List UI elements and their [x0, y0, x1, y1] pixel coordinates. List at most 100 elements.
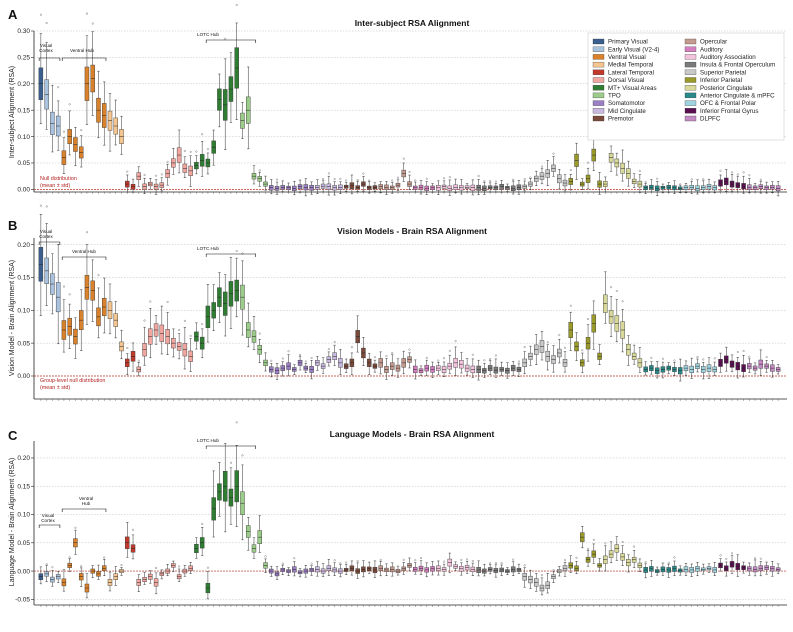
- legend-item: TPO: [592, 93, 621, 100]
- box-27: [188, 562, 193, 574]
- panel-label-c: C: [8, 428, 18, 443]
- box-65: [407, 557, 412, 572]
- box-79: [487, 358, 493, 375]
- region-bracket: [205, 253, 257, 257]
- box-106: [643, 180, 648, 194]
- box-119: [718, 554, 723, 572]
- box-94: [574, 556, 579, 574]
- box-outlier: [206, 566, 209, 569]
- box-outlier: [39, 204, 42, 207]
- box-25: [176, 329, 182, 360]
- box-126: [758, 178, 764, 194]
- box-16: [125, 347, 130, 376]
- box-53: [338, 177, 343, 194]
- box-87: [533, 573, 539, 592]
- box-94: [574, 142, 579, 180]
- box-105: [637, 169, 643, 193]
- box-121: [729, 552, 735, 574]
- box-16: [125, 522, 130, 558]
- box-23: [165, 564, 170, 577]
- box-3: [50, 84, 55, 153]
- box-outlier: [345, 561, 348, 564]
- legend-item: Early Visual (V2-4): [592, 46, 659, 53]
- legend-item: Opercular: [684, 39, 727, 46]
- box-59: [372, 356, 378, 373]
- box-34: [228, 257, 234, 329]
- legend-label: Premotor: [608, 116, 633, 123]
- box-outlier: [592, 538, 595, 541]
- box-outlier: [443, 357, 446, 360]
- box-21: [153, 567, 159, 595]
- box-128: [770, 181, 775, 194]
- box-outlier: [748, 174, 751, 177]
- legend-swatch: [684, 100, 697, 106]
- box-96: [585, 318, 591, 362]
- box-114: [689, 178, 694, 194]
- box-7: [73, 317, 78, 359]
- box-outlier: [483, 359, 486, 362]
- legend-label: TPO: [608, 93, 621, 100]
- box-100: [608, 286, 614, 337]
- legend-item: Ventral Visual: [592, 54, 646, 61]
- box-87: [533, 170, 539, 186]
- box-85: [522, 346, 527, 375]
- box-80: [493, 562, 499, 578]
- box-48: [309, 562, 314, 576]
- box-82: [505, 362, 510, 379]
- box-outlier: [448, 176, 451, 179]
- box-2: [44, 21, 49, 130]
- box-outlier: [604, 542, 607, 545]
- box-117: [706, 563, 712, 573]
- box-60: [378, 558, 383, 577]
- box-85: [522, 178, 527, 192]
- box-79: [487, 180, 493, 193]
- y-tick-label: 0.05: [17, 540, 30, 547]
- box-90: [551, 152, 556, 177]
- box-115: [695, 562, 700, 577]
- box-17: [130, 528, 136, 560]
- box-outlier: [350, 346, 353, 349]
- legend-item: Inferior Parietal: [684, 77, 742, 84]
- box-119: [718, 169, 723, 192]
- region-bracket: [61, 508, 107, 512]
- box-116: [701, 563, 706, 575]
- box-94: [574, 332, 579, 361]
- box-44: [286, 350, 291, 377]
- box-11: [96, 274, 101, 339]
- legend-item: DLPFC: [684, 116, 721, 123]
- box-outlier: [166, 300, 169, 303]
- box-27: [188, 334, 193, 372]
- legend-label: Early Visual (V2-4): [608, 46, 659, 53]
- box-outlier: [155, 174, 158, 177]
- box-outlier: [45, 205, 48, 208]
- box-outlier: [362, 172, 365, 175]
- box-19: [142, 319, 147, 366]
- legend-item: Auditory Association: [684, 54, 756, 61]
- box-20: [148, 178, 153, 190]
- box-outlier: [736, 351, 739, 354]
- legend-item: Lateral Temporal: [592, 69, 654, 76]
- box-62: [390, 179, 395, 194]
- y-tick-label: 0.10: [17, 512, 30, 519]
- box-71: [441, 357, 447, 377]
- panel-a-null-label-2: (mean ± std): [40, 183, 70, 189]
- legend-swatch: [684, 108, 697, 114]
- box-2: [44, 563, 49, 582]
- box-outlier: [391, 352, 394, 355]
- box-103: [626, 335, 631, 366]
- legend-swatch: [592, 115, 605, 122]
- box-outlier: [339, 562, 342, 565]
- box-1: [38, 13, 44, 125]
- box-outlier: [759, 178, 762, 181]
- box-outlier: [310, 562, 313, 565]
- box-17: [130, 178, 136, 193]
- box-outlier: [759, 557, 762, 560]
- box-9: [84, 573, 90, 599]
- box-111: [672, 359, 677, 376]
- box-95: [580, 178, 585, 190]
- box-105: [637, 347, 643, 373]
- box-32: [217, 462, 222, 517]
- box-outlier: [483, 179, 486, 182]
- box-20: [148, 570, 153, 584]
- box-35: [234, 421, 239, 527]
